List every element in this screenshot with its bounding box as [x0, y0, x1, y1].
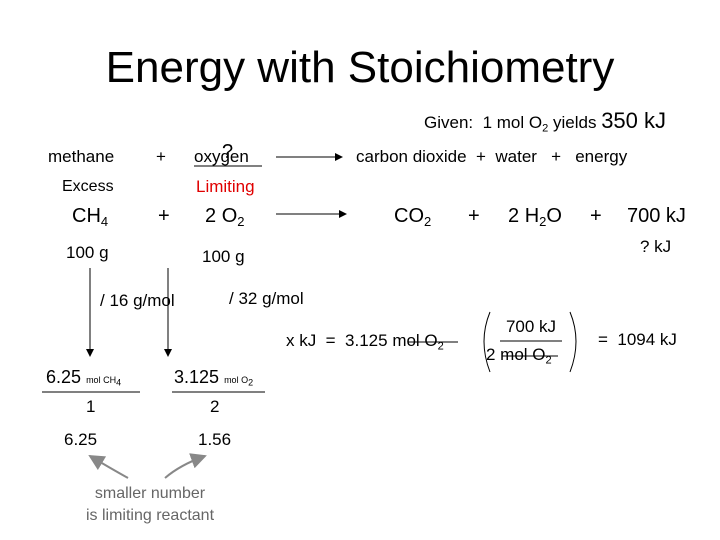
text: O — [546, 205, 562, 227]
text: 2 — [205, 205, 217, 227]
title: Energy with Stoichiometry — [105, 43, 615, 92]
text: 2 — [210, 397, 220, 416]
text: / 32 g/mol — [229, 289, 304, 308]
text: 6.25 — [64, 430, 98, 449]
text: + — [468, 205, 480, 227]
text: x kJ = 3.125 — [286, 331, 393, 350]
sub: 2 — [237, 213, 245, 229]
text: 350 kJ — [601, 108, 667, 133]
text: = 1094 kJ — [598, 330, 677, 349]
text-group: 2 mol O2 — [486, 346, 552, 366]
given: Given: 1 mol O2 yields 350 kJ — [424, 110, 666, 134]
text: 100 g — [202, 247, 245, 266]
text: ? — [222, 141, 234, 163]
text: ? kJ — [640, 237, 672, 256]
text-group: 2 H2O — [508, 206, 562, 228]
text: CO — [394, 205, 424, 227]
text: 1.56 — [198, 430, 232, 449]
sub: 2 — [248, 377, 254, 388]
text: Given: 1 mol O — [424, 113, 543, 132]
text: + — [158, 205, 170, 227]
text-group: 6.25 mol CH4 — [46, 368, 121, 388]
text: 3.125 — [174, 367, 220, 387]
text: oxygen — [194, 147, 249, 166]
note: is limiting reactant — [85, 507, 215, 524]
text: Excess — [62, 178, 114, 195]
paren — [483, 311, 491, 373]
note: smaller number — [94, 485, 206, 502]
text-group: CO2 — [394, 206, 431, 228]
text: O — [221, 205, 238, 227]
text: H — [524, 205, 540, 227]
text: mol O — [224, 375, 249, 385]
text: yields — [548, 113, 602, 132]
arrow — [88, 454, 129, 479]
sub: 2 — [424, 213, 432, 229]
text-group: 3.125 mol O2 — [174, 368, 253, 388]
text-group: x kJ = 3.125 mol O2 — [286, 332, 444, 352]
text-group: 2 O2 — [205, 206, 244, 228]
text: 100 g — [66, 243, 109, 262]
text: CH — [72, 205, 101, 227]
sub: 2 — [539, 213, 547, 229]
sub: 2 — [437, 340, 444, 353]
text: / 16 g/mol — [100, 291, 175, 310]
text: mol O — [392, 331, 438, 350]
arrow — [164, 453, 207, 479]
text: + — [590, 205, 602, 227]
text-group: CH4 — [72, 206, 108, 228]
paren — [569, 311, 577, 373]
sub: 4 — [100, 213, 109, 229]
sub: 2 — [542, 122, 549, 135]
text: 700 kJ — [505, 317, 557, 336]
sub: 2 — [545, 354, 552, 367]
sub: 4 — [116, 377, 122, 388]
text: 2 — [508, 205, 520, 227]
text: methane — [48, 147, 115, 166]
text: 700 kJ — [627, 205, 686, 227]
text: Limiting — [196, 177, 255, 196]
text: 2 mol O — [486, 345, 546, 364]
text: + — [156, 147, 166, 166]
text: 1 — [86, 397, 96, 416]
text: 6.25 — [46, 367, 82, 387]
text: mol CH — [86, 375, 117, 385]
text: carbon dioxide + water + energy — [356, 147, 628, 166]
